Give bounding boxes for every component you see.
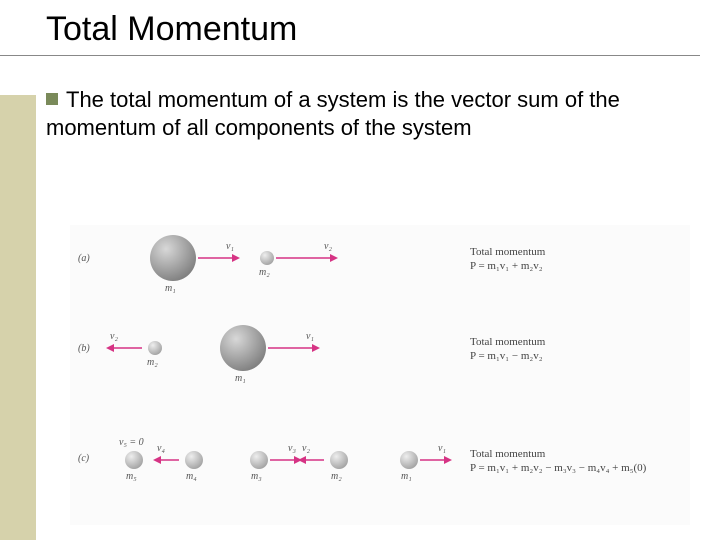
mass-label: m₁ — [235, 373, 246, 384]
velocity-arrow — [420, 455, 454, 465]
momentum-equation: P = m₁v₁ − m₂v₂ — [470, 349, 545, 363]
slide-title: Total Momentum — [46, 10, 700, 49]
velocity-label: v₄ — [157, 443, 165, 454]
velocity-arrow — [276, 253, 340, 263]
momentum-title: Total momentum — [470, 335, 545, 349]
velocity-arrow — [106, 343, 150, 353]
ball-small — [185, 451, 203, 469]
momentum-block: Total momentumP = m₁v₁ + m₂v₂ — [470, 245, 545, 274]
velocity-arrow — [298, 455, 332, 465]
bullet-icon — [46, 93, 58, 105]
ball-large — [150, 235, 196, 281]
mass-label: m₂ — [259, 267, 270, 278]
row-label: (a) — [78, 253, 90, 264]
ball-small — [250, 451, 268, 469]
velocity-label: v₂ — [110, 331, 118, 342]
mass-label: m₂ — [331, 471, 342, 482]
velocity-label: v₃ — [288, 443, 296, 454]
ball-small — [125, 451, 143, 469]
momentum-block: Total momentumP = m₁v₁ − m₂v₂ — [470, 335, 545, 364]
momentum-block: Total momentumP = m₁v₁ + m₂v₂ − m₃v₃ − m… — [470, 447, 646, 476]
bullet-content: The total momentum of a system is the ve… — [46, 87, 620, 140]
momentum-title: Total momentum — [470, 447, 646, 461]
velocity-label: v₂ — [302, 443, 310, 454]
velocity-arrow — [198, 253, 242, 263]
velocity-label: v₅ = 0 — [119, 437, 144, 448]
momentum-equation: P = m₁v₁ + m₂v₂ − m₃v₃ − m₄v₄ + m₅(0) — [470, 461, 646, 475]
velocity-arrow — [153, 455, 187, 465]
ball-large — [220, 325, 266, 371]
row-label: (b) — [78, 343, 90, 354]
velocity-label: v₂ — [324, 241, 332, 252]
velocity-label: v₁ — [438, 443, 446, 454]
velocity-arrow — [268, 343, 322, 353]
ball-small — [260, 251, 274, 265]
mass-label: m₂ — [147, 357, 158, 368]
ball-small — [400, 451, 418, 469]
row-label: (c) — [78, 453, 89, 464]
momentum-title: Total momentum — [470, 245, 545, 259]
title-area: Total Momentum — [0, 0, 700, 56]
ball-small — [148, 341, 162, 355]
mass-label: m₁ — [401, 471, 412, 482]
mass-label: m₃ — [251, 471, 262, 482]
velocity-label: v₁ — [226, 241, 234, 252]
body-text: The total momentum of a system is the ve… — [0, 56, 720, 141]
velocity-label: v₁ — [306, 331, 314, 342]
slide-accent-sidebar — [0, 95, 36, 540]
ball-small — [330, 451, 348, 469]
mass-label: m₄ — [186, 471, 197, 482]
mass-label: m₁ — [165, 283, 176, 294]
momentum-figure: (a)m₁v₁m₂v₂Total momentumP = m₁v₁ + m₂v₂… — [70, 225, 690, 525]
mass-label: m₅ — [126, 471, 137, 482]
momentum-equation: P = m₁v₁ + m₂v₂ — [470, 259, 545, 273]
